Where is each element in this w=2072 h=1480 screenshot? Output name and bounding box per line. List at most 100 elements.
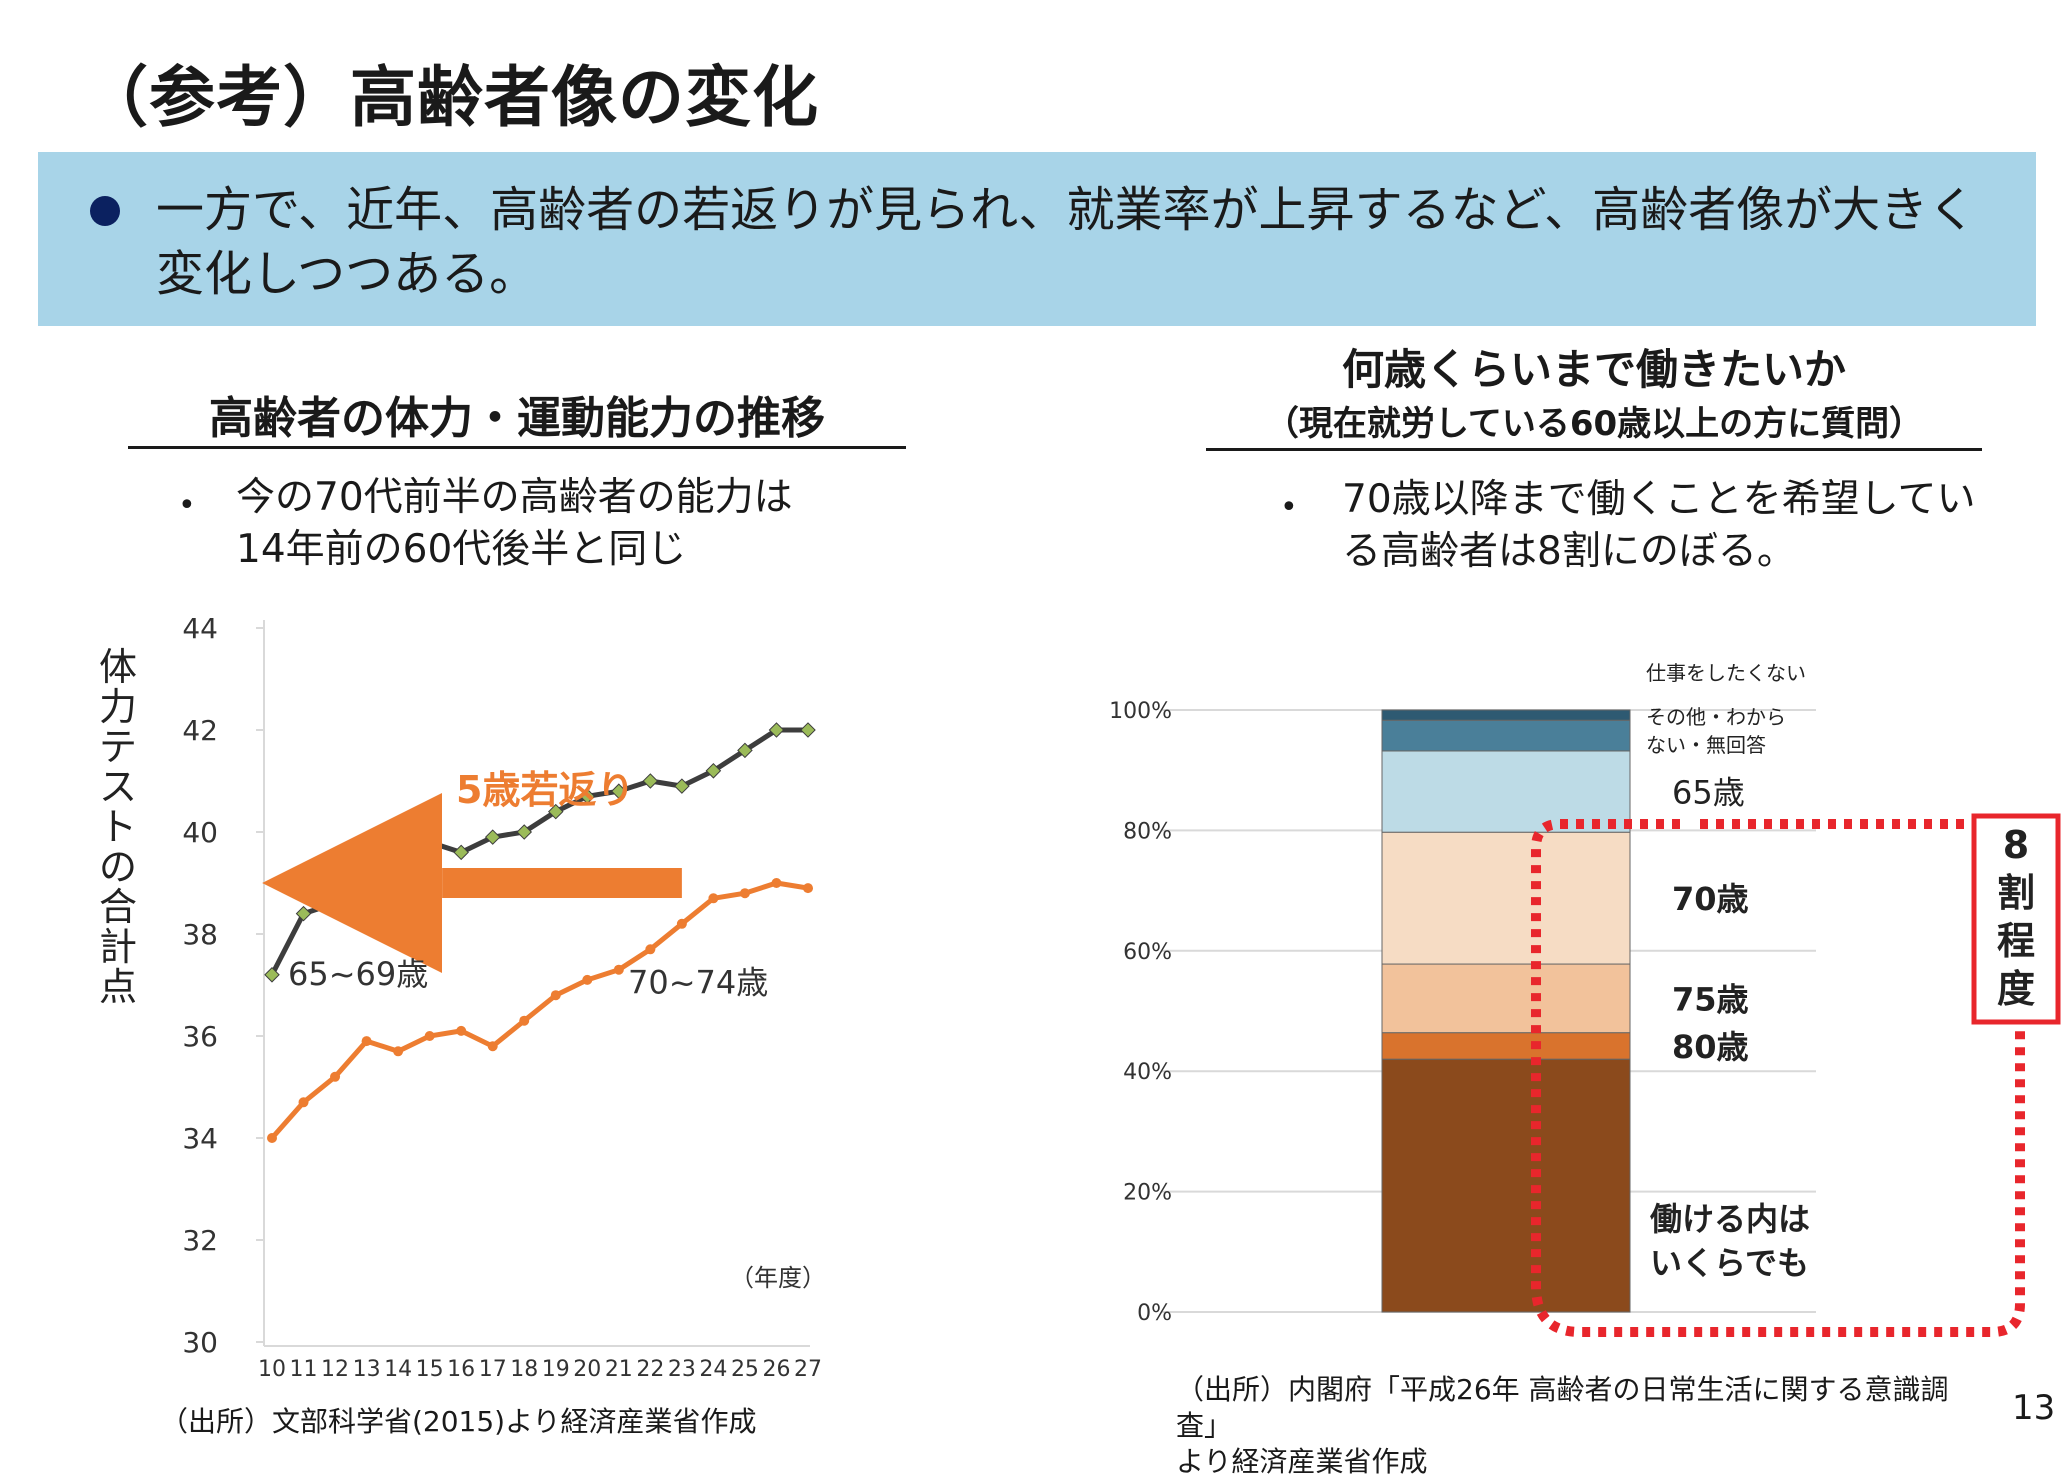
summary-bullet-icon: [90, 196, 120, 226]
series-line: [270, 880, 809, 1140]
x-tick-label: 24: [699, 1357, 727, 1382]
data-point: [613, 964, 624, 975]
series-label-65-69: 65~69歳: [288, 955, 428, 993]
x-tick-label: 15: [416, 1357, 444, 1382]
y-tick-label: 40: [182, 816, 218, 849]
data-point: [771, 878, 782, 888]
right-panel-divider: [1206, 448, 1982, 451]
x-tick-label: 10: [258, 1357, 286, 1382]
segment-label: 仕事をしたくない: [1646, 661, 1806, 685]
series-line: [269, 727, 808, 976]
bar-segment: [1381, 719, 1631, 752]
data-point: [705, 763, 722, 779]
x-tick-label: 22: [636, 1357, 664, 1382]
right-panel-source: （出所）内閣府「平成26年 高齢者の日常生活に関する意識調査」 より経済産業省作…: [1176, 1373, 1949, 1478]
segment-label: いくらでも: [1650, 1244, 1809, 1282]
x-tick-label: 23: [668, 1357, 696, 1382]
y-axis-label-char: 点: [99, 965, 137, 1009]
bracket-outline: [1531, 819, 2025, 1337]
x-tick-label: 17: [479, 1357, 507, 1382]
x-tick-label: 16: [447, 1357, 475, 1382]
bar-segment: [1381, 750, 1631, 833]
left-note-bullet-icon: •: [178, 488, 196, 523]
segment-label: 働ける内は: [1650, 1200, 1810, 1238]
annotation-label: 5歳若返り: [456, 768, 634, 812]
right-panel-note: 70歳以降まで働くことを希望してい る高齢者は8割にのぼる。: [1342, 477, 1976, 574]
y-axis-label-char: 計: [99, 925, 137, 969]
y-tick-label: 38: [182, 918, 218, 951]
y-axis-label-char: 合: [99, 885, 137, 929]
data-point: [739, 888, 750, 899]
y-tick-label: 36: [182, 1020, 218, 1053]
series-label-70-74: 70~74歳: [628, 963, 768, 1001]
y-tick-label: 40%: [1123, 1060, 1172, 1085]
x-tick-label: 21: [605, 1357, 633, 1382]
y-tick-label: 34: [182, 1122, 218, 1155]
data-point: [393, 1046, 404, 1057]
data-point: [645, 944, 656, 955]
y-tick-label: 80%: [1123, 819, 1172, 844]
data-point: [453, 844, 469, 861]
y-tick-label: 0%: [1137, 1301, 1172, 1326]
data-point: [298, 1097, 309, 1108]
data-point: [800, 722, 816, 738]
x-tick-label: 27: [794, 1357, 822, 1382]
segment-label: その他・わから: [1646, 705, 1786, 729]
left-panel-divider: [128, 446, 906, 449]
x-tick-label: 12: [321, 1357, 349, 1382]
y-tick-label: 30: [182, 1326, 218, 1359]
bracket-label-box: [1971, 813, 2061, 1025]
right-panel-title: 何歳くらいまで働きたいか: [1341, 345, 1846, 394]
data-point: [582, 974, 593, 985]
y-tick-label: 44: [182, 612, 218, 645]
y-tick-label: 42: [182, 714, 218, 747]
x-tick-label: 13: [353, 1357, 381, 1382]
x-tick-label: 20: [573, 1357, 601, 1382]
data-point: [803, 883, 813, 894]
page-title: （参考）高齢者像の変化: [82, 59, 819, 136]
left-panel-title: 高齢者の体力・運動能力の推移: [209, 393, 825, 444]
segment-label: 75歳: [1672, 980, 1749, 1018]
bar-segment: [1381, 1032, 1631, 1060]
y-axis-label-char: 体: [99, 645, 137, 689]
data-point: [674, 778, 690, 794]
data-point: [547, 803, 564, 820]
bar-segment: [1381, 1058, 1631, 1313]
data-point: [676, 918, 687, 929]
summary-text: 一方で、近年、高齢者の若返りが見られ、就業率が上昇するなど、高齢者像が大きく変化…: [156, 182, 1977, 302]
summary-box: [38, 152, 2036, 326]
data-point: [579, 788, 596, 805]
x-tick-label: 18: [510, 1357, 538, 1382]
data-point: [550, 990, 561, 1001]
y-tick-label: 100%: [1109, 699, 1172, 724]
data-point: [330, 1071, 341, 1082]
y-axis-label-char: ト: [99, 805, 137, 849]
segment-label: 70歳: [1672, 880, 1749, 918]
segment-label: 80歳: [1672, 1028, 1749, 1066]
data-point: [708, 893, 719, 904]
y-axis-label-char: 力: [99, 685, 137, 729]
segment-label: ない・無回答: [1646, 733, 1766, 757]
right-panel-subtitle: （現在就労している60歳以上の方に質問）: [1264, 404, 1924, 444]
left-panel-note: 今の70代前半の高齢者の能力は 14年前の60代後半と同じ: [236, 475, 793, 572]
y-tick-label: 20%: [1123, 1181, 1172, 1206]
x-tick-label: 26: [762, 1357, 790, 1382]
x-axis-label: （年度）: [730, 1264, 826, 1292]
data-point: [487, 1041, 498, 1052]
bracket-label-char: 8: [2003, 823, 2029, 867]
y-axis-label-char: の: [99, 845, 137, 889]
data-point: [768, 722, 785, 738]
data-point: [484, 829, 501, 845]
data-point: [519, 1015, 530, 1026]
bracket-label-char: 度: [1997, 967, 2035, 1011]
data-point: [642, 773, 659, 789]
right-note-bullet-icon: •: [1280, 490, 1298, 525]
data-point: [424, 1031, 435, 1041]
x-tick-label: 14: [384, 1357, 412, 1382]
data-point: [267, 1133, 277, 1143]
bar-segment: [1381, 709, 1631, 721]
left-panel-source: （出所）文部科学省(2015)より経済産業省作成: [160, 1405, 757, 1438]
